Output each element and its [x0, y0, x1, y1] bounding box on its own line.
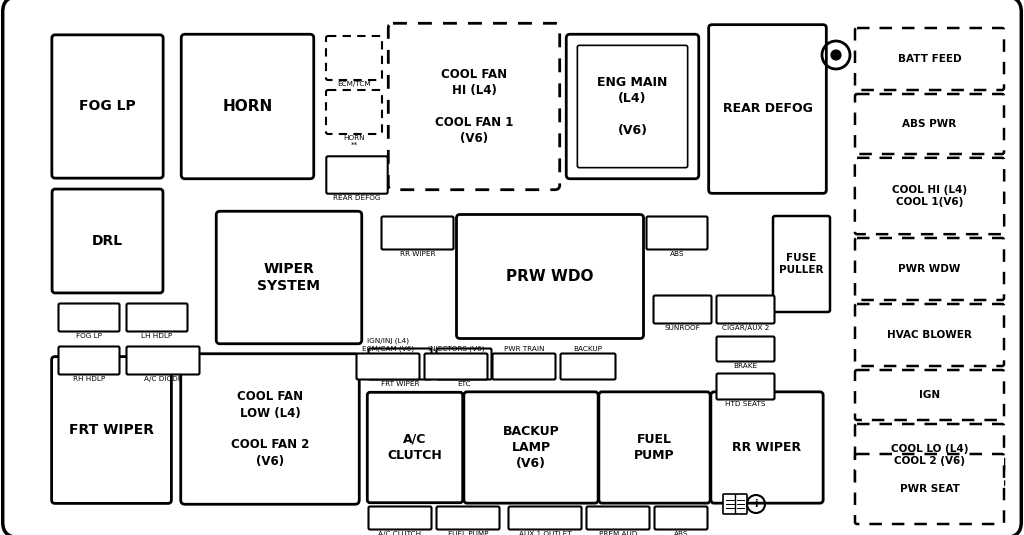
FancyBboxPatch shape: [855, 94, 1004, 154]
FancyBboxPatch shape: [436, 348, 492, 379]
FancyBboxPatch shape: [369, 348, 431, 379]
FancyBboxPatch shape: [382, 217, 454, 249]
Text: INJECTORS (V6): INJECTORS (V6): [428, 346, 484, 352]
Text: ETC: ETC: [457, 381, 471, 387]
Text: BRAKE: BRAKE: [733, 363, 758, 369]
Text: RH HDLP: RH HDLP: [73, 376, 105, 382]
Text: FUSE
PULLER: FUSE PULLER: [779, 253, 823, 275]
FancyBboxPatch shape: [709, 25, 826, 193]
Text: IGN/INJ (L4)
ECM/CAM (V6): IGN/INJ (L4) ECM/CAM (V6): [361, 338, 414, 352]
FancyBboxPatch shape: [717, 373, 774, 400]
Text: PREM AUD: PREM AUD: [599, 531, 637, 535]
Text: REAR DEFOG: REAR DEFOG: [723, 103, 812, 116]
Text: A/C
CLUTCH: A/C CLUTCH: [388, 433, 442, 462]
Text: BACKUP: BACKUP: [573, 346, 602, 352]
FancyBboxPatch shape: [216, 211, 361, 344]
FancyBboxPatch shape: [457, 215, 643, 339]
FancyBboxPatch shape: [717, 337, 774, 362]
Text: RR WIPER: RR WIPER: [732, 441, 802, 454]
Text: COOL FAN
HI (L4)

COOL FAN 1
(V6): COOL FAN HI (L4) COOL FAN 1 (V6): [435, 68, 513, 145]
Text: FOG LP: FOG LP: [76, 333, 102, 339]
FancyBboxPatch shape: [127, 303, 187, 332]
Text: COOL HI (L4)
COOL 1(V6): COOL HI (L4) COOL 1(V6): [892, 185, 967, 207]
FancyBboxPatch shape: [855, 238, 1004, 300]
FancyBboxPatch shape: [653, 295, 712, 324]
FancyBboxPatch shape: [58, 303, 120, 332]
Text: WIPER
SYSTEM: WIPER SYSTEM: [257, 262, 321, 293]
FancyBboxPatch shape: [425, 354, 487, 379]
Text: ABS: ABS: [674, 531, 688, 535]
FancyBboxPatch shape: [566, 34, 698, 179]
Text: HVAC BLOWER: HVAC BLOWER: [887, 330, 972, 340]
FancyBboxPatch shape: [3, 0, 1021, 535]
FancyBboxPatch shape: [578, 45, 688, 167]
FancyBboxPatch shape: [855, 304, 1004, 366]
Text: ABS PWR: ABS PWR: [902, 119, 956, 129]
FancyBboxPatch shape: [436, 507, 500, 530]
FancyBboxPatch shape: [52, 189, 163, 293]
Text: FUEL PUMP: FUEL PUMP: [447, 531, 488, 535]
FancyBboxPatch shape: [356, 354, 420, 379]
FancyBboxPatch shape: [654, 507, 708, 530]
FancyBboxPatch shape: [855, 370, 1004, 420]
FancyBboxPatch shape: [560, 354, 615, 379]
FancyBboxPatch shape: [326, 90, 382, 134]
FancyBboxPatch shape: [599, 392, 711, 503]
Text: REAR DEFOG: REAR DEFOG: [333, 195, 381, 201]
Text: A/C DIODE: A/C DIODE: [143, 376, 182, 382]
FancyBboxPatch shape: [717, 295, 774, 324]
Text: HORN
**: HORN **: [343, 135, 365, 148]
Text: AUX 1 OUTLET: AUX 1 OUTLET: [519, 531, 571, 535]
FancyBboxPatch shape: [52, 35, 163, 178]
FancyBboxPatch shape: [855, 454, 1004, 524]
FancyBboxPatch shape: [327, 156, 388, 194]
Text: FUEL
PUMP: FUEL PUMP: [634, 433, 675, 462]
FancyBboxPatch shape: [855, 424, 1004, 486]
FancyBboxPatch shape: [127, 347, 200, 374]
FancyBboxPatch shape: [58, 347, 120, 374]
Text: HORN: HORN: [222, 99, 272, 114]
FancyBboxPatch shape: [181, 354, 359, 505]
Text: SUNROOF: SUNROOF: [665, 325, 700, 331]
FancyBboxPatch shape: [855, 158, 1005, 234]
Text: DRL: DRL: [92, 234, 123, 248]
FancyBboxPatch shape: [723, 494, 746, 514]
Text: PRW WDO: PRW WDO: [506, 269, 594, 284]
Text: PWR TRAIN: PWR TRAIN: [504, 346, 544, 352]
FancyBboxPatch shape: [711, 392, 823, 503]
FancyBboxPatch shape: [368, 392, 463, 503]
Text: i: i: [755, 499, 758, 509]
Text: HTD SEATS: HTD SEATS: [725, 401, 766, 407]
Text: FRT WIPER: FRT WIPER: [381, 381, 419, 387]
FancyBboxPatch shape: [51, 357, 171, 503]
Text: BATT FEED: BATT FEED: [898, 54, 962, 64]
FancyBboxPatch shape: [181, 34, 313, 179]
FancyBboxPatch shape: [369, 507, 431, 530]
FancyBboxPatch shape: [464, 392, 598, 503]
Text: RR WIPER: RR WIPER: [399, 251, 435, 257]
Text: LH HDLP: LH HDLP: [141, 333, 173, 339]
Text: FRT WIPER: FRT WIPER: [69, 423, 154, 437]
FancyBboxPatch shape: [855, 28, 1004, 90]
Text: IGN: IGN: [919, 390, 940, 400]
Text: ENG MAIN
(L4)

(V6): ENG MAIN (L4) (V6): [597, 76, 668, 137]
FancyBboxPatch shape: [773, 216, 830, 312]
Text: A/C CLUTCH: A/C CLUTCH: [379, 531, 422, 535]
Text: FOG LP: FOG LP: [79, 100, 136, 113]
Text: PWR WDW: PWR WDW: [898, 264, 961, 274]
FancyBboxPatch shape: [587, 507, 649, 530]
FancyBboxPatch shape: [509, 507, 582, 530]
FancyBboxPatch shape: [493, 354, 555, 379]
Text: COOL LO (L4)
COOL 2 (V6): COOL LO (L4) COOL 2 (V6): [891, 444, 969, 466]
Text: ABS: ABS: [670, 251, 684, 257]
Circle shape: [831, 50, 841, 60]
FancyBboxPatch shape: [326, 36, 382, 80]
Text: CIGAR/AUX 2: CIGAR/AUX 2: [722, 325, 769, 331]
Text: PWR SEAT: PWR SEAT: [899, 484, 959, 494]
Text: COOL FAN
LOW (L4)

COOL FAN 2
(V6): COOL FAN LOW (L4) COOL FAN 2 (V6): [230, 391, 309, 468]
FancyBboxPatch shape: [646, 217, 708, 249]
FancyBboxPatch shape: [388, 24, 560, 190]
Text: ECM/TCM: ECM/TCM: [337, 81, 371, 87]
Text: BACKUP
LAMP
(V6): BACKUP LAMP (V6): [503, 425, 559, 470]
